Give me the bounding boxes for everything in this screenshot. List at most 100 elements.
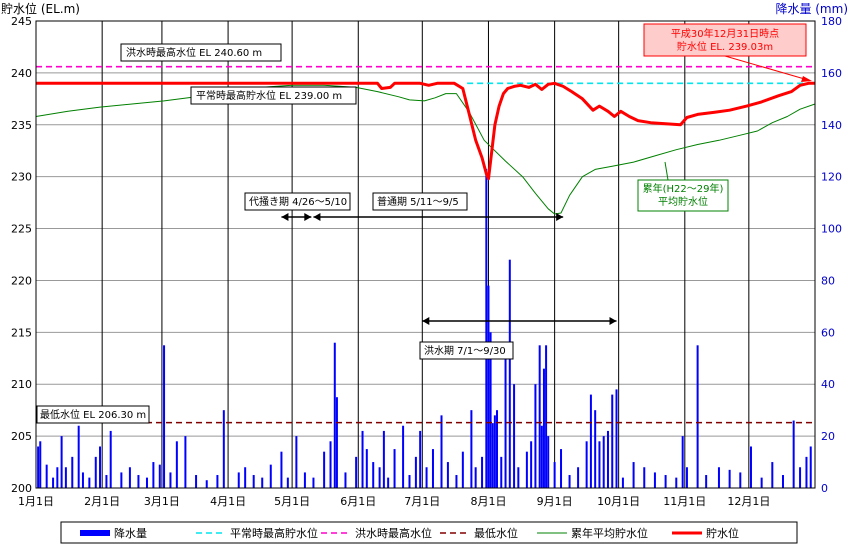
rain-bar <box>530 441 533 488</box>
rain-bar <box>303 472 306 488</box>
annotation-average-level: 累年(H22〜29年) 平均貯水位 <box>637 161 729 212</box>
rain-bar <box>805 456 808 488</box>
rain-bar <box>387 477 390 488</box>
rain-bar <box>205 480 208 488</box>
rain-bar <box>455 475 458 488</box>
rain-bar <box>632 462 635 488</box>
rain-bar <box>280 451 283 488</box>
rain-bar <box>771 462 774 488</box>
rain-bar <box>71 456 74 488</box>
rain-bar <box>485 168 488 488</box>
rain-bar <box>169 472 172 488</box>
y-right-tick-label: 120 <box>821 171 842 184</box>
rain-bar <box>781 475 784 488</box>
rain-bar <box>77 425 80 488</box>
rain-bar <box>216 475 219 488</box>
rain-bar <box>335 397 338 488</box>
y-axis-left-title: 貯水位 (EL.m) <box>1 1 80 16</box>
x-tick-label: 9月1日 <box>537 495 573 508</box>
rain-bar <box>685 467 688 488</box>
y-left-tick-label: 220 <box>11 274 32 287</box>
rain-bar <box>675 477 678 488</box>
rain-bar <box>792 420 795 488</box>
svg-text:洪水期 7/1〜9/30: 洪水期 7/1〜9/30 <box>424 345 506 357</box>
arrow-head-right <box>556 213 564 221</box>
rain-bar <box>195 475 198 488</box>
annotation-puddling-period: 代掻き期 4/26〜5/10 <box>244 192 351 211</box>
y-left-tick-label: 230 <box>11 171 32 184</box>
rain-bar <box>534 384 537 488</box>
x-tick-label: 5月1日 <box>274 495 310 508</box>
rain-bar <box>739 472 742 488</box>
arrow-head-left <box>422 317 430 325</box>
rain-bar <box>295 436 298 488</box>
svg-text:平成30年12月31日時点: 平成30年12月31日時点 <box>671 27 779 40</box>
rain-bar <box>120 472 123 488</box>
y-right-tick-label: 180 <box>821 15 842 28</box>
svg-text:最低水位 EL 206.30 m: 最低水位 EL 206.30 m <box>40 408 146 421</box>
rain-bar <box>382 430 385 488</box>
annotation-current-level: 平成30年12月31日時点 貯水位 EL. 239.03m <box>643 23 812 82</box>
plot-frame <box>35 20 816 489</box>
rain-bar <box>60 436 63 488</box>
svg-text:平均貯水位: 平均貯水位 <box>658 195 708 208</box>
rain-bar <box>504 353 507 488</box>
rain-bar <box>333 342 336 488</box>
y-right-tick-label: 40 <box>821 378 835 391</box>
rain-bar <box>542 368 545 488</box>
rain-bar <box>470 410 473 488</box>
rain-bar <box>109 430 112 488</box>
svg-text:洪水時最高水位 EL 240.60 m: 洪水時最高水位 EL 240.60 m <box>126 46 262 59</box>
annotation-min-level: 最低水位 EL 206.30 m <box>36 405 150 424</box>
y-left-tick-label: 235 <box>11 119 32 132</box>
series-line <box>36 81 815 181</box>
rain-bar <box>323 451 326 488</box>
svg-text:貯水位 EL. 239.03m: 貯水位 EL. 239.03m <box>677 40 773 53</box>
rain-bar <box>81 472 84 488</box>
rain-bar <box>547 436 550 488</box>
rain-bar <box>500 456 503 488</box>
rain-bar <box>393 449 396 488</box>
arrow-head-left <box>313 213 321 221</box>
svg-text:累年(H22〜29年): 累年(H22〜29年) <box>643 182 724 195</box>
rain-bar <box>585 441 588 488</box>
rain-bar <box>184 436 187 488</box>
rain-bar <box>37 446 40 488</box>
rain-bar <box>329 441 332 488</box>
rain-bar <box>540 425 543 488</box>
rain-bar <box>621 477 624 488</box>
y-right-tick-label: 0 <box>821 482 828 495</box>
axis-ticks: 200 205 210 215 220 225 230 235 240 245 0 20 40 60 80 1… <box>11 15 842 508</box>
rain-bar <box>653 472 656 488</box>
rain-bar <box>589 394 592 488</box>
x-tick-label: 2月1日 <box>84 495 120 508</box>
rain-bar <box>425 467 428 488</box>
y-right-tick-label: 160 <box>821 67 842 80</box>
rain-bar <box>152 462 155 488</box>
rain-bar <box>577 467 580 488</box>
y-right-tick-label: 20 <box>821 430 835 443</box>
rain-bar <box>440 415 443 488</box>
legend-label: 降水量 <box>114 526 147 540</box>
legend-label: 貯水位 <box>706 526 739 540</box>
rain-bar <box>481 456 484 488</box>
legend-label: 最低水位 <box>474 526 518 540</box>
period-arrows <box>281 213 617 325</box>
annotation-flood-high: 洪水時最高水位 EL 240.60 m <box>120 43 282 62</box>
rain-bar <box>760 477 763 488</box>
arrow-head-right <box>304 213 312 221</box>
rain-bar <box>269 464 272 488</box>
rain-bar <box>606 430 609 488</box>
annotation-flood-period: 洪水期 7/1〜9/30 <box>419 341 514 360</box>
y-right-tick-label: 140 <box>821 119 842 132</box>
x-tick-label: 4月1日 <box>210 495 246 508</box>
rain-bar <box>137 475 140 488</box>
rain-bar <box>461 451 464 488</box>
svg-text:普通期 5/11〜9/5: 普通期 5/11〜9/5 <box>377 195 459 208</box>
rain-bar <box>344 472 347 488</box>
rain-bar <box>493 415 496 488</box>
annotation-normal-period: 普通期 5/11〜9/5 <box>372 192 468 211</box>
rain-bar <box>491 423 494 488</box>
rain-bar <box>39 441 42 488</box>
